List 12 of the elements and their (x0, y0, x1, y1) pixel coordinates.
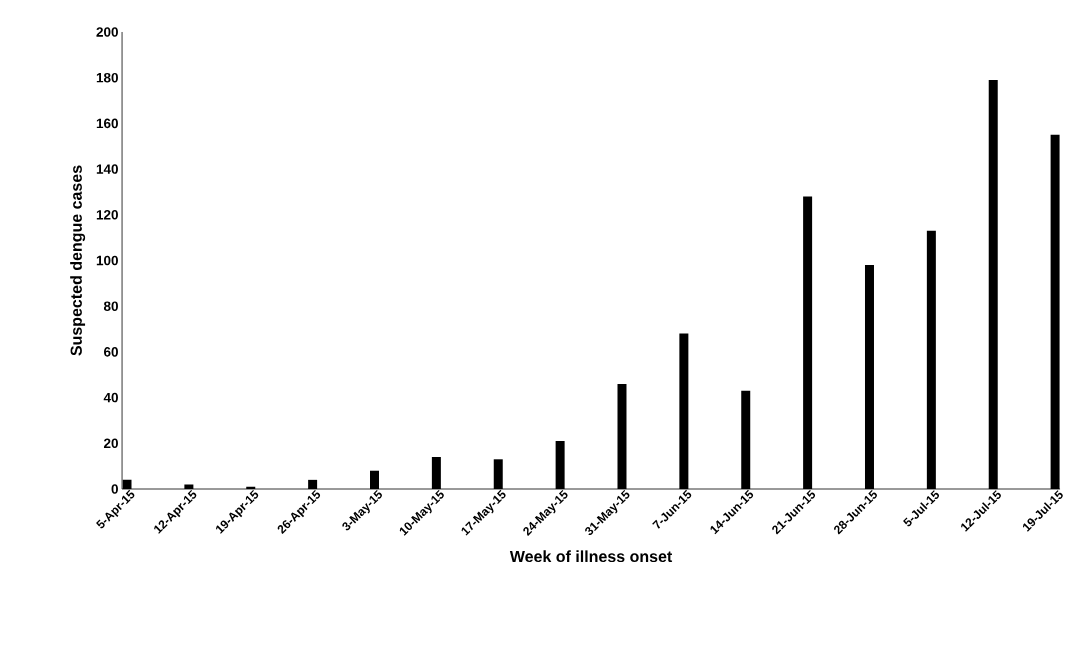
x-axis-title: Week of illness onset (509, 550, 673, 563)
y-tick-label: 20 (103, 438, 118, 449)
y-tick-label: 160 (96, 118, 118, 129)
y-tick-label: 140 (96, 164, 118, 174)
y-tick-label: 60 (104, 347, 118, 357)
y-tick-label: 180 (96, 72, 118, 83)
y-tick-label: 200 (96, 27, 118, 37)
y-tick-label: 100 (96, 255, 118, 266)
y-tick-label: 40 (103, 392, 118, 403)
y-tick-label: 80 (103, 301, 118, 311)
y-axis-title: Suspected dengue cases (70, 165, 86, 356)
y-tick-label: 120 (96, 210, 118, 220)
